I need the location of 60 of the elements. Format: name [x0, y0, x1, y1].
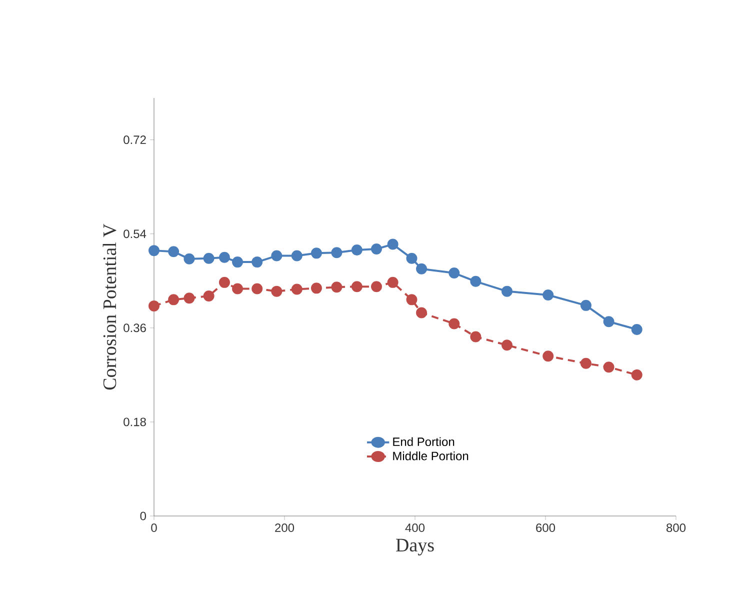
point	[252, 256, 263, 268]
point	[310, 282, 322, 294]
point	[203, 252, 214, 264]
legend-label: Middle Portion	[393, 451, 468, 460]
point	[502, 340, 512, 351]
point	[271, 250, 282, 262]
point	[218, 252, 230, 263]
legend-label: End Portion	[393, 437, 454, 446]
x-tick-label: 0	[151, 524, 157, 532]
point	[603, 316, 614, 328]
point	[218, 276, 230, 288]
point	[470, 331, 482, 342]
point	[406, 294, 418, 306]
point	[631, 369, 642, 380]
point	[351, 281, 362, 292]
x-tick-label: 400	[405, 524, 425, 532]
point	[351, 244, 362, 256]
point	[387, 238, 398, 250]
point	[232, 256, 244, 268]
point	[148, 300, 160, 312]
x-tick-label: 800	[666, 524, 686, 532]
point	[232, 283, 244, 294]
y-tick-label: 0.18	[124, 418, 146, 426]
point	[603, 362, 614, 373]
point	[271, 286, 282, 297]
point	[580, 300, 592, 311]
x-tick-label: 200	[275, 524, 294, 532]
y-tick-label: 0.72	[124, 136, 146, 144]
point	[310, 248, 322, 259]
point	[252, 283, 263, 294]
y-tick-label: 0.36	[124, 324, 146, 332]
point	[184, 253, 195, 264]
point	[371, 281, 382, 292]
point	[416, 307, 428, 318]
point	[580, 358, 592, 369]
point	[406, 252, 418, 264]
point	[448, 268, 460, 279]
point	[184, 292, 195, 304]
x-axis-title: Days	[396, 538, 434, 556]
point	[331, 247, 342, 258]
point	[291, 250, 302, 262]
point	[416, 263, 428, 274]
point	[631, 324, 642, 335]
point	[387, 276, 398, 288]
point	[148, 245, 160, 256]
point	[448, 318, 460, 330]
y-axis-title: Corrosion Potential V	[102, 224, 116, 390]
y-tick-label: 0.54	[124, 230, 146, 238]
point	[371, 243, 382, 254]
point	[502, 286, 512, 297]
point	[470, 276, 482, 287]
point	[542, 350, 554, 362]
point	[168, 294, 180, 306]
x-tick-label: 600	[536, 524, 556, 532]
point	[331, 282, 342, 293]
point	[291, 284, 302, 295]
point	[542, 289, 554, 300]
point	[168, 246, 180, 258]
y-tick-label: 0	[140, 512, 146, 520]
point	[203, 290, 214, 302]
